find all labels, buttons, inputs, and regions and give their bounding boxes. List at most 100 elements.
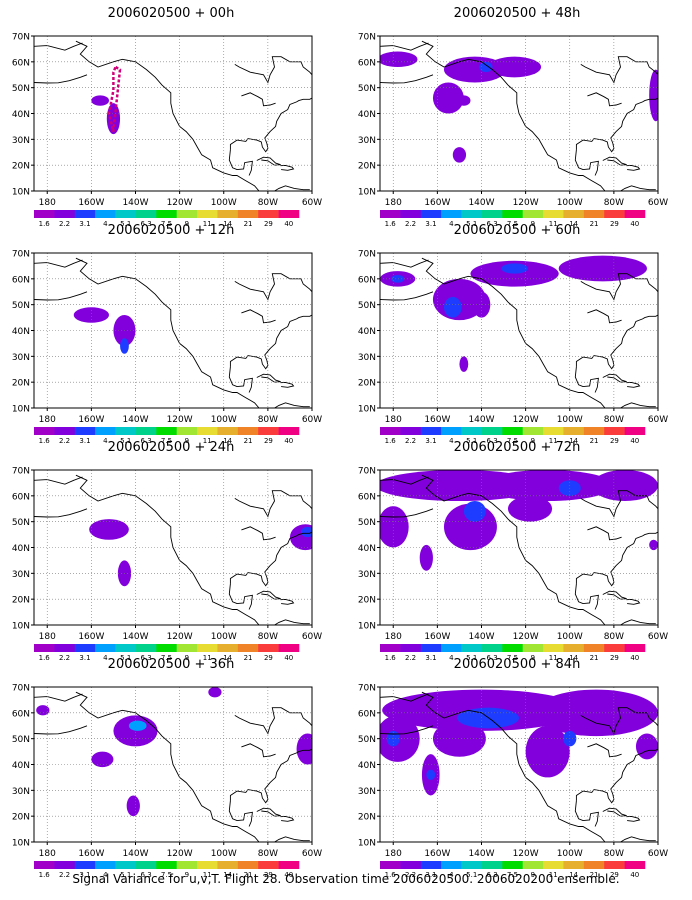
colorbar-swatch xyxy=(176,861,198,869)
lon-tick-label: 140W xyxy=(122,632,148,642)
lat-tick-label: 30N xyxy=(12,136,30,146)
colorbar-swatch xyxy=(95,427,116,435)
colorbar-swatch xyxy=(380,427,401,435)
colorbar-label: 4 xyxy=(103,220,108,228)
map-panel: 2006020500 + 24h 70N 60N 50N 40N 30N 20N 10N 18… xyxy=(6,440,336,662)
coastline xyxy=(228,366,253,393)
coastline xyxy=(580,273,658,301)
colorbar-label: 6.3 xyxy=(141,437,152,445)
colorbar-label: 29 xyxy=(610,437,619,445)
colorbar-label: 11 xyxy=(203,871,212,879)
variance-contour xyxy=(649,69,658,122)
panel-title: 2006020500 + 12h xyxy=(107,223,235,238)
colorbar-swatch xyxy=(420,861,442,869)
colorbar-label: 5.1 xyxy=(120,220,131,228)
colorbar-swatch xyxy=(563,210,585,218)
lon-tick-label: 100W xyxy=(211,849,237,859)
coastline xyxy=(574,366,599,393)
variance-contour xyxy=(479,61,493,73)
lon-tick-label: 120W xyxy=(513,849,539,859)
lat-tick-label: 70N xyxy=(12,250,30,260)
lat-tick-label: 60N xyxy=(358,492,376,502)
colorbar-swatch xyxy=(95,861,116,869)
colorbar-swatch xyxy=(278,644,300,652)
lat-tick-label: 60N xyxy=(358,275,376,285)
colorbar-label: 2.2 xyxy=(405,220,416,228)
coastline xyxy=(421,257,656,408)
lat-tick-label: 20N xyxy=(358,162,376,172)
colorbar-swatch xyxy=(380,210,401,218)
coastline xyxy=(380,259,429,268)
lat-tick-label: 20N xyxy=(12,813,30,823)
lat-tick-label: 70N xyxy=(358,250,376,260)
coastline xyxy=(587,92,622,107)
coastline xyxy=(380,693,429,702)
colorbar-swatch xyxy=(543,644,564,652)
colorbar-label: 6.3 xyxy=(141,871,152,879)
colorbar-swatch xyxy=(502,427,523,435)
colorbar-label: 9 xyxy=(185,654,189,662)
colorbar-swatch xyxy=(135,210,157,218)
colorbar-swatch xyxy=(115,861,137,869)
variance-contour xyxy=(36,705,50,716)
lon-tick-label: 140W xyxy=(122,198,148,208)
coastline xyxy=(280,815,295,822)
colorbar-swatch xyxy=(34,644,55,652)
colorbar-label: 5.1 xyxy=(120,654,131,662)
colorbar-swatch xyxy=(156,210,177,218)
panel-title: 2006020500 + 60h xyxy=(453,223,581,238)
lon-tick-label: 180 xyxy=(39,415,56,425)
colorbar-swatch xyxy=(74,210,96,218)
lon-tick-label: 80W xyxy=(604,849,624,859)
colorbar-label: 21 xyxy=(244,871,253,879)
colorbar-swatch xyxy=(237,210,259,218)
lat-tick-label: 30N xyxy=(12,570,30,580)
colorbar-label: 1.6 xyxy=(385,220,397,228)
coastline xyxy=(421,691,656,842)
colorbar-label: 5.1 xyxy=(466,871,477,879)
coastline xyxy=(602,156,627,166)
coastline xyxy=(575,97,658,153)
coastline xyxy=(75,474,310,625)
lat-tick-label: 60N xyxy=(12,492,30,502)
colorbar-swatch xyxy=(237,644,259,652)
colorbar-swatch xyxy=(563,861,585,869)
colorbar-label: 40 xyxy=(284,871,293,879)
colorbar-swatch xyxy=(237,427,259,435)
colorbar-label: 7.5 xyxy=(507,654,518,662)
colorbar-label: 7.5 xyxy=(507,437,518,445)
variance-contour xyxy=(391,274,405,283)
coastline xyxy=(234,490,312,518)
colorbar-swatch xyxy=(258,644,279,652)
colorbar-swatch xyxy=(156,861,177,869)
map-plot: 70N 60N 50N 40N 30N 20N 10N 180 160W 140W 120W 100W… xyxy=(12,250,322,446)
variance-contour xyxy=(591,470,658,501)
colorbar-label: 7.5 xyxy=(507,220,518,228)
colorbar-swatch xyxy=(522,210,544,218)
map-panel: 2006020500 + 12h 70N 60N 50N 40N 30N 20N 10N 18… xyxy=(6,223,336,445)
colorbar-label: 40 xyxy=(284,220,293,228)
lon-tick-label: 140W xyxy=(468,198,494,208)
map-plot: 70N 60N 50N 40N 30N 20N 10N 180 160W 140W 120W 100W… xyxy=(358,684,668,880)
colorbar-swatch xyxy=(420,644,442,652)
variance-contour xyxy=(432,82,464,114)
coastline xyxy=(34,259,83,268)
lon-tick-label: 180 xyxy=(385,849,402,859)
map-panel: 2006020500 + 60h 70N 60N 50N 40N 30N 20N 10N 18… xyxy=(352,223,682,445)
colorbar-swatch xyxy=(115,210,137,218)
panel-title: 2006020500 + 84h xyxy=(453,657,581,672)
colorbar-swatch xyxy=(237,861,259,869)
colorbar-label: 1.6 xyxy=(385,871,397,879)
coastline xyxy=(587,526,622,541)
colorbar-label: 9 xyxy=(531,871,535,879)
coastline xyxy=(580,707,658,735)
colorbar-swatch xyxy=(74,861,96,869)
colorbar-label: 11 xyxy=(203,654,212,662)
coastline xyxy=(228,800,253,827)
coastline xyxy=(256,373,281,383)
colorbar-label: 40 xyxy=(284,654,293,662)
colorbar-swatch xyxy=(502,644,523,652)
coastline xyxy=(380,42,429,51)
lon-tick-label: 160W xyxy=(424,632,450,642)
colorbar-label: 29 xyxy=(610,654,619,662)
